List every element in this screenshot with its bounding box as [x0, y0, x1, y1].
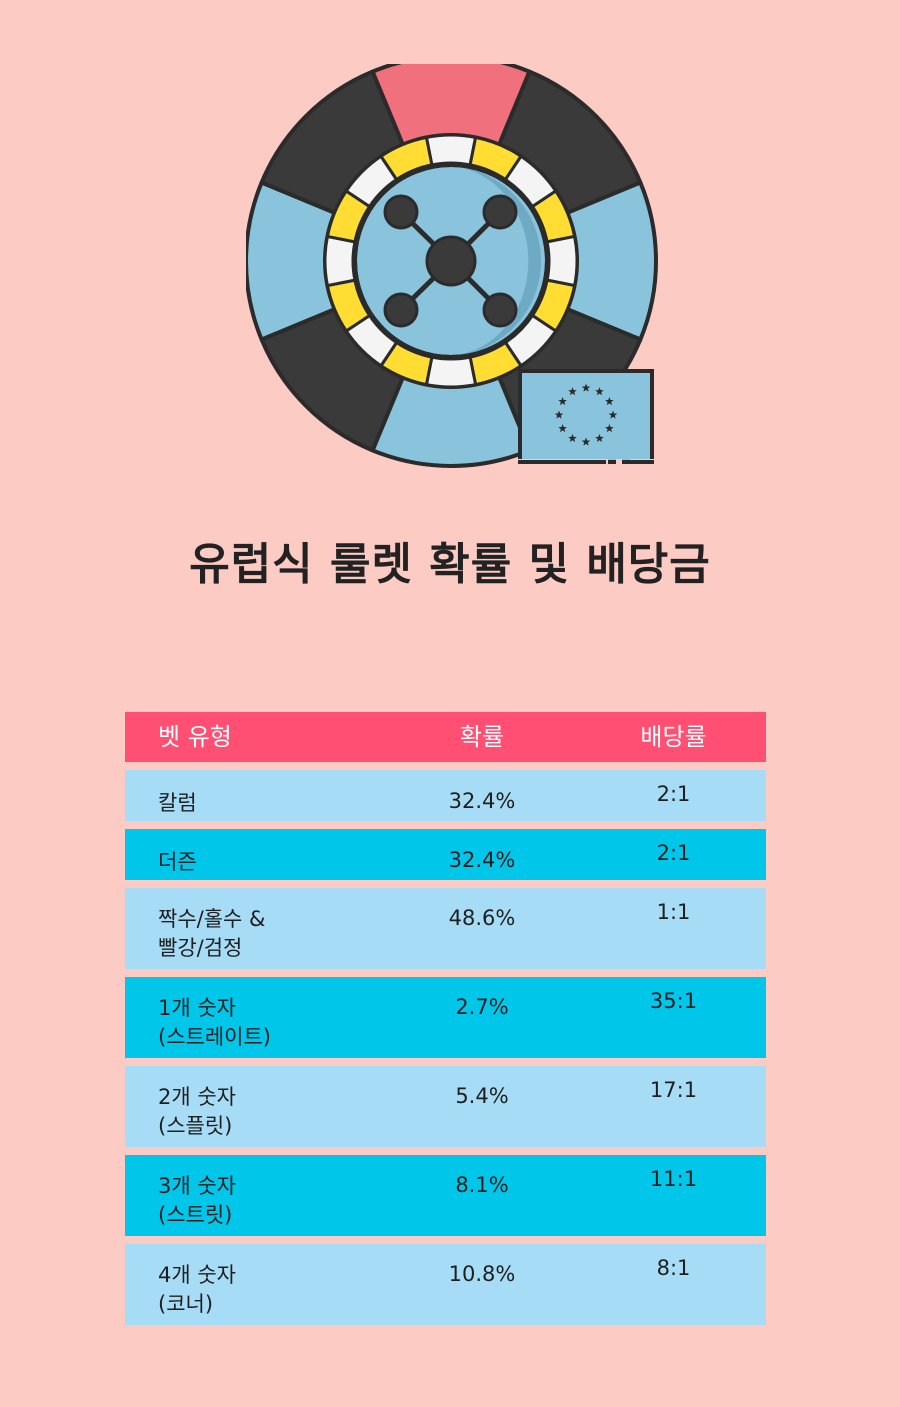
star-icon	[554, 410, 564, 419]
probability-cell: 2.7%	[455, 995, 509, 1019]
header-probability: 확률	[459, 722, 505, 751]
eu-flag-icon	[518, 369, 654, 465]
bet-type-subline: (스플릿)	[158, 1114, 233, 1138]
bet-type-cell: 2개 숫자 (스플릿)	[125, 1066, 383, 1147]
payout-cell: 35:1	[649, 989, 698, 1013]
payout-cell: 17:1	[649, 1078, 698, 1102]
star-icon	[568, 387, 577, 396]
table-row: 4개 숫자 (코너) 10.8% 8:1	[125, 1244, 766, 1325]
star-icon	[558, 424, 567, 433]
table-row: 칼럼 32.4% 2:1	[125, 770, 766, 821]
star-icon	[595, 387, 604, 396]
star-icon	[568, 433, 577, 443]
star-icon	[581, 383, 591, 392]
bet-type-subline: (스트레이트)	[158, 1025, 271, 1049]
bet-type-subline: (스트릿)	[158, 1203, 233, 1227]
probability-cell: 10.8%	[448, 1262, 516, 1286]
bet-type-line: 3개 숫자	[158, 1174, 236, 1198]
star-icon	[595, 433, 604, 443]
probability-cell: 32.4%	[448, 848, 516, 872]
page-title: 유럽식 룰렛 확률 및 배당금	[189, 539, 711, 590]
odds-table: 벳 유형 확률 배당률 칼럼 32.4% 2:1 더즌 32.4% 2:1 짝수…	[125, 712, 766, 1333]
header-bet-type: 벳 유형	[158, 722, 232, 751]
probability-cell: 8.1%	[455, 1173, 509, 1197]
payout-cell: 2:1	[656, 782, 691, 806]
bet-type-cell: 칼럼	[125, 770, 383, 821]
bet-type-subline: 빨강/검정	[158, 936, 243, 960]
table-row: 1개 숫자 (스트레이트) 2.7% 35:1	[125, 977, 766, 1058]
probability-cell: 32.4%	[448, 789, 516, 813]
roulette-wheel-icon	[246, 64, 658, 468]
bet-type-line: 2개 숫자	[158, 1085, 236, 1109]
payout-cell: 2:1	[656, 841, 691, 865]
header-payout: 배당률	[640, 722, 707, 751]
probability-cell: 48.6%	[448, 906, 516, 930]
bet-type-line: 1개 숫자	[158, 996, 236, 1020]
bet-type-cell: 1개 숫자 (스트레이트)	[125, 977, 383, 1058]
bet-type-cell: 4개 숫자 (코너)	[125, 1244, 383, 1325]
wheel-pocket	[545, 234, 579, 288]
table-row: 더즌 32.4% 2:1	[125, 829, 766, 880]
payout-cell: 1:1	[656, 900, 691, 924]
bet-type-cell: 짝수/홀수 & 빨강/검정	[125, 888, 383, 969]
table-row: 2개 숫자 (스플릿) 5.4% 17:1	[125, 1066, 766, 1147]
bet-type-subline: (코너)	[158, 1292, 214, 1316]
table-row: 짝수/홀수 & 빨강/검정 48.6% 1:1	[125, 888, 766, 969]
wheel-pocket	[424, 133, 478, 167]
star-icon	[581, 437, 591, 446]
payout-cell: 8:1	[656, 1256, 691, 1280]
wheel-pocket	[424, 355, 478, 389]
bet-type-line: 칼럼	[158, 791, 197, 815]
bet-type-line: 더즌	[158, 850, 197, 874]
table-header: 벳 유형 확률 배당률	[125, 712, 766, 762]
bet-type-line: 4개 숫자	[158, 1263, 236, 1287]
probability-cell: 5.4%	[455, 1084, 509, 1108]
star-icon	[605, 424, 614, 433]
star-icon	[608, 410, 618, 419]
star-icon	[605, 397, 614, 406]
star-icon	[558, 397, 567, 406]
payout-cell: 11:1	[649, 1167, 698, 1191]
bet-type-cell: 더즌	[125, 829, 383, 880]
wheel-pocket	[323, 234, 357, 288]
bet-type-line: 짝수/홀수 &	[158, 907, 266, 931]
table-row: 3개 숫자 (스트릿) 8.1% 11:1	[125, 1155, 766, 1236]
bet-type-cell: 3개 숫자 (스트릿)	[125, 1155, 383, 1236]
